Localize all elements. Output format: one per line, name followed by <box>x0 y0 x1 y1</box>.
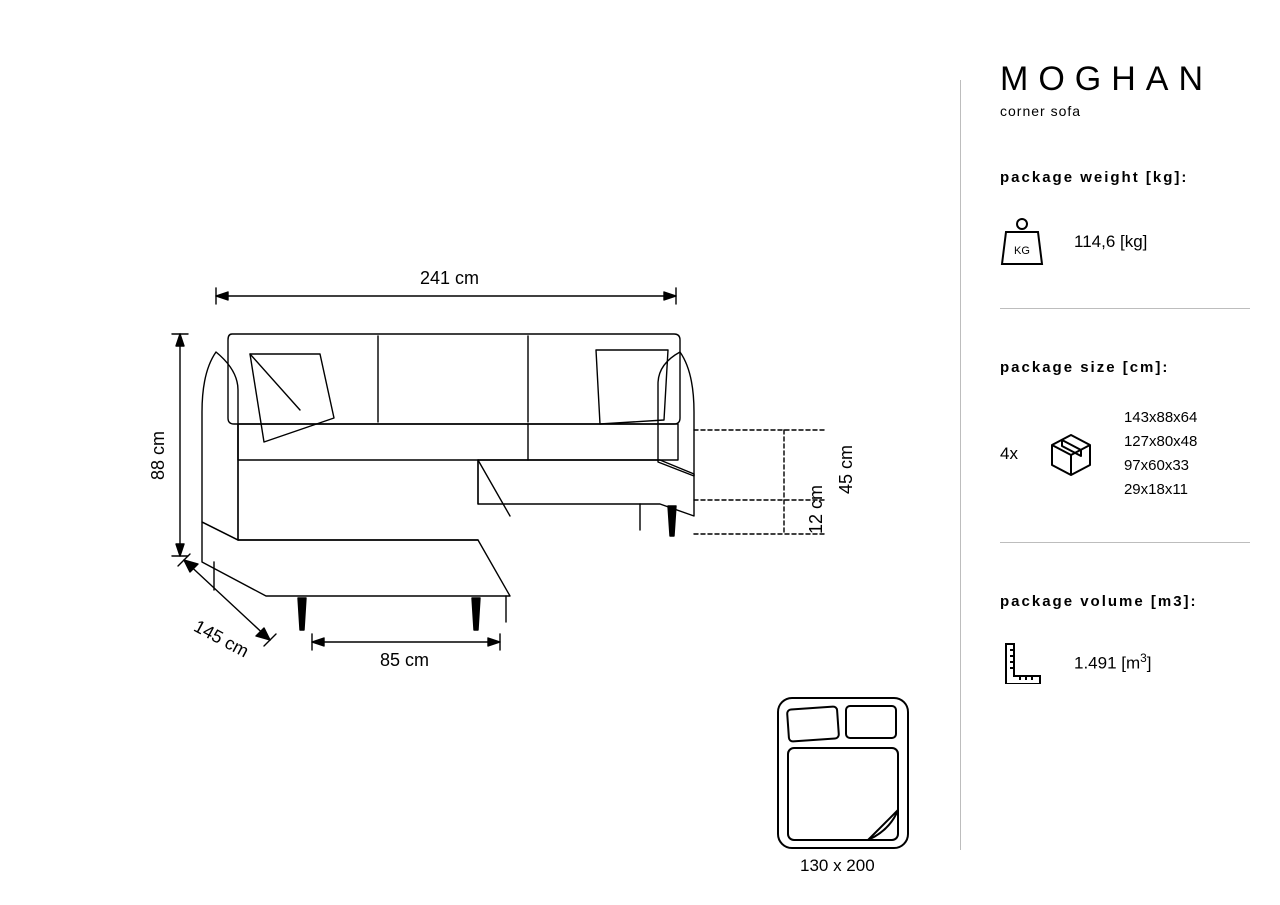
weight-label: package weight [kg]: <box>1000 169 1250 186</box>
volume-end: ] <box>1147 653 1152 672</box>
size-count: 4x <box>1000 444 1018 464</box>
diagram-panel: 241 cm 88 cm 145 cm 85 cm 45 cm 12 cm 13… <box>0 0 960 905</box>
box-icon <box>1048 431 1094 477</box>
volume-value: 1.491 [m3] <box>1074 651 1152 674</box>
separator <box>1000 308 1250 309</box>
product-name: MOGHAN <box>1000 60 1250 99</box>
size-list: 143x88x64 127x80x48 97x60x33 29x18x11 <box>1124 406 1197 502</box>
size-row: 127x80x48 <box>1124 430 1197 454</box>
dim-seat-height: 45 cm <box>836 445 857 494</box>
size-row: 143x88x64 <box>1124 406 1197 430</box>
volume-label: package volume [m3]: <box>1000 593 1250 610</box>
ruler-icon <box>1000 640 1044 684</box>
spec-panel: MOGHAN corner sofa package weight [kg]: … <box>960 0 1280 905</box>
dim-height: 88 cm <box>148 431 169 480</box>
bed-inset-diagram <box>770 692 930 872</box>
sofa-diagram <box>0 0 960 720</box>
size-row: 29x18x11 <box>1124 478 1197 502</box>
dim-width: 241 cm <box>420 268 479 289</box>
volume-num: 1.491 [m <box>1074 653 1140 672</box>
volume-section: package volume [m3]: 1.491 [m3] <box>1000 593 1250 684</box>
separator <box>1000 542 1250 543</box>
weight-section: package weight [kg]: KG 114,6 [kg] <box>1000 169 1250 309</box>
size-row: 97x60x33 <box>1124 454 1197 478</box>
dim-chaise-width: 85 cm <box>380 650 429 671</box>
volume-sup: 3 <box>1140 651 1147 665</box>
weight-icon: KG <box>1000 216 1044 268</box>
product-type: corner sofa <box>1000 103 1250 119</box>
dim-leg-height: 12 cm <box>806 485 827 534</box>
weight-value: 114,6 [kg] <box>1074 232 1147 252</box>
size-section: package size [cm]: 4x 143x88x64 127x80x4… <box>1000 359 1250 543</box>
size-label: package size [cm]: <box>1000 359 1250 376</box>
svg-text:KG: KG <box>1014 245 1030 257</box>
dim-bed-size: 130 x 200 <box>800 856 875 876</box>
